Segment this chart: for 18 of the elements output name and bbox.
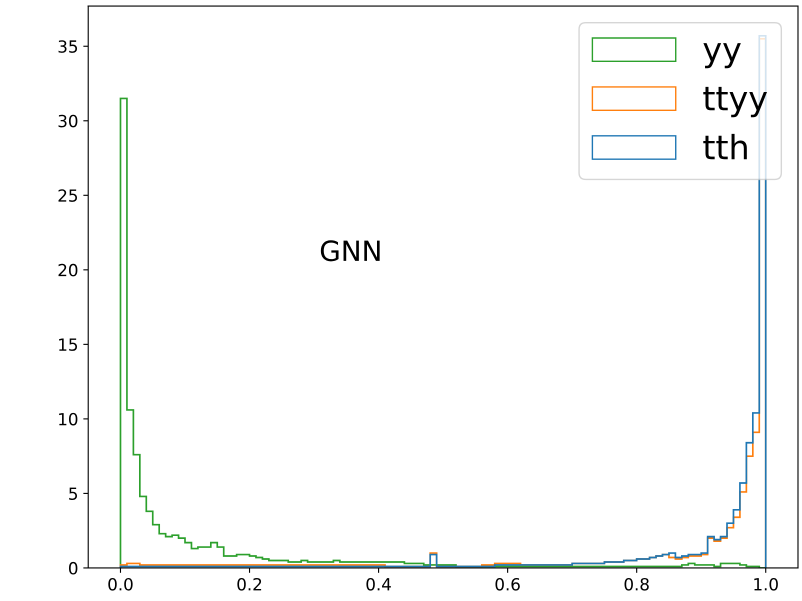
y-tick-label: 10 (59, 412, 78, 426)
y-tick-label: 25 (58, 189, 78, 202)
legend-label: yy (703, 43, 741, 68)
y-tick-label: 35 (58, 40, 78, 53)
legend-label: tth (703, 134, 747, 160)
y-tick-label: 0 (68, 562, 78, 575)
x-tick-label: 0.4 (366, 578, 391, 591)
y-tick-label: 5 (69, 488, 78, 500)
x-tick-label: 0.2 (237, 578, 262, 591)
y-tick-label: 30 (58, 114, 78, 128)
x-tick-label: 1.0 (754, 578, 778, 591)
x-tick-label: 0.6 (495, 578, 520, 591)
y-tick-label: 15 (59, 338, 78, 351)
annotation: GNN (320, 240, 380, 262)
legend-label: ttyy (703, 86, 767, 118)
x-tick-label: 0.8 (624, 578, 649, 591)
y-tick-label: 20 (58, 264, 78, 276)
x-tick-label: 0.0 (108, 578, 133, 591)
